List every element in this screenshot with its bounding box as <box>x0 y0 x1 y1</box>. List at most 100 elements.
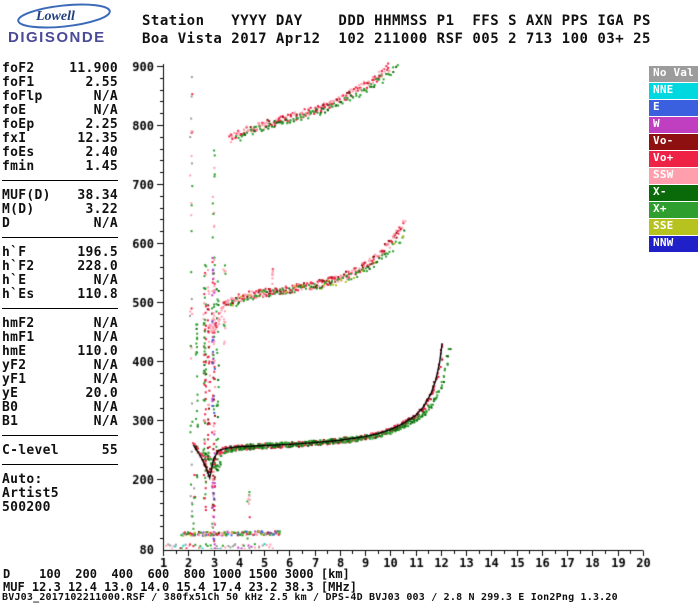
param-value: N/A <box>93 103 118 118</box>
param-row-mufd: MUF(D) 38.34 <box>2 188 118 203</box>
param-row-foep: foEp 2.25 <box>2 117 118 132</box>
param-label: h`F2 <box>2 259 35 274</box>
param-row-hf: h`F 196.5 <box>2 245 118 260</box>
header-line-2: Boa Vista 2017 Apr12 102 211000 RSF 005 … <box>142 31 651 47</box>
param-row-foflp: foFlp N/A <box>2 89 118 104</box>
param-label: hmE <box>2 344 27 359</box>
param-row-yf1: yF1 N/A <box>2 372 118 387</box>
param-label: B1 <box>2 414 19 429</box>
distance-row: D 100 200 400 600 800 1000 1500 3000 [km… <box>3 567 350 581</box>
param-label: 500200 <box>2 500 51 515</box>
logo-digisonde-text: DIGISONDE <box>8 29 106 46</box>
param-row-md: M(D) 3.22 <box>2 202 118 217</box>
param-row-hmf2: hmF2 N/A <box>2 316 118 331</box>
status-line: BVJ03_2017102211000.RSF / 380fx51Ch 50 k… <box>2 592 618 603</box>
param-label: M(D) <box>2 202 35 217</box>
param-value: N/A <box>93 358 118 373</box>
param-row-auto: Auto: <box>2 472 118 487</box>
param-row-b0: B0 N/A <box>2 400 118 415</box>
legend-item-ssw: SSW <box>649 168 698 184</box>
param-label: Artist5 <box>2 486 59 501</box>
panel-separator <box>2 435 118 436</box>
param-label: yF1 <box>2 372 27 387</box>
param-label: foFlp <box>2 89 43 104</box>
legend-item-x+: X+ <box>649 202 698 218</box>
param-value: 38.34 <box>77 188 118 203</box>
param-value: N/A <box>93 400 118 415</box>
param-label: C-level <box>2 443 59 458</box>
orbit-icon <box>17 3 111 29</box>
param-value: N/A <box>93 414 118 429</box>
param-value: N/A <box>93 273 118 288</box>
param-label: Auto: <box>2 472 43 487</box>
param-label: hmF2 <box>2 316 35 331</box>
header-line-1: Station YYYY DAY DDD HHMMSS P1 FFS S AXN… <box>142 13 651 29</box>
param-value: 55 <box>101 443 118 458</box>
panel-separator <box>2 308 118 309</box>
param-row-hf2: h`F2 228.0 <box>2 259 118 274</box>
param-row-artist5: Artist5 <box>2 486 118 501</box>
param-value: 2.55 <box>85 75 118 90</box>
param-value: 228.0 <box>77 259 118 274</box>
param-row-hes: h`Es 110.8 <box>2 287 118 302</box>
param-label: B0 <box>2 400 19 415</box>
legend-item-e: E <box>649 100 698 116</box>
lowell-digisonde-logo: Lowell DIGISONDE <box>6 3 136 49</box>
param-label: foF1 <box>2 75 35 90</box>
param-value: 12.35 <box>77 131 118 146</box>
legend-item-vo+: Vo+ <box>649 151 698 167</box>
param-row-clevel: C-level 55 <box>2 443 118 458</box>
param-row-500200: 500200 <box>2 500 118 515</box>
param-value: N/A <box>93 216 118 231</box>
echo-direction-legend: No Val NNE E W Vo- Vo+ SSW X- X+ SSE NNW <box>649 66 698 253</box>
param-row-hme: hmE 110.0 <box>2 344 118 359</box>
param-label: foEp <box>2 117 35 132</box>
param-label: yE <box>2 386 19 401</box>
param-value: 110.0 <box>77 344 118 359</box>
legend-item-nnw: NNW <box>649 236 698 252</box>
param-value: N/A <box>93 316 118 331</box>
parameters-panel: foF2 11.900 foF1 2.55 foFlp N/A foE N/A foEp 2.25… <box>2 61 118 515</box>
legend-item-vo-: Vo- <box>649 134 698 150</box>
param-label: h`Es <box>2 287 35 302</box>
param-label: foE <box>2 103 27 118</box>
param-label: D <box>2 216 11 231</box>
legend-item-w: W <box>649 117 698 133</box>
param-label: foF2 <box>2 61 35 76</box>
param-label: h`E <box>2 273 27 288</box>
param-label: fmin <box>2 159 35 174</box>
legend-item-sse: SSE <box>649 219 698 235</box>
param-value: N/A <box>93 372 118 387</box>
param-label: fxI <box>2 131 27 146</box>
param-row-d: D N/A <box>2 216 118 231</box>
panel-separator <box>2 237 118 238</box>
param-value: 2.25 <box>85 117 118 132</box>
param-value: 11.900 <box>69 61 118 76</box>
param-value: 20.0 <box>85 386 118 401</box>
param-row-hmf1: hmF1 N/A <box>2 330 118 345</box>
param-value: 2.40 <box>85 145 118 160</box>
param-row-foe: foE N/A <box>2 103 118 118</box>
param-label: MUF(D) <box>2 188 51 203</box>
legend-item-no-val: No Val <box>649 66 698 82</box>
param-label: yF2 <box>2 358 27 373</box>
param-row-fxi: fxI 12.35 <box>2 131 118 146</box>
muf-row: MUF 12.3 12.4 13.0 14.0 15.4 17.4 23.2 3… <box>3 580 358 594</box>
param-row-he: h`E N/A <box>2 273 118 288</box>
param-value: N/A <box>93 89 118 104</box>
param-label: hmF1 <box>2 330 35 345</box>
param-value: 110.8 <box>77 287 118 302</box>
param-row-ye: yE 20.0 <box>2 386 118 401</box>
param-value: 196.5 <box>77 245 118 260</box>
param-row-yf2: yF2 N/A <box>2 358 118 373</box>
panel-separator <box>2 180 118 181</box>
legend-item-x-: X- <box>649 185 698 201</box>
param-label: foEs <box>2 145 35 160</box>
param-row-fof2: foF2 11.900 <box>2 61 118 76</box>
param-row-foes: foEs 2.40 <box>2 145 118 160</box>
param-row-b1: B1 N/A <box>2 414 118 429</box>
legend-item-nne: NNE <box>649 83 698 99</box>
param-value: 1.45 <box>85 159 118 174</box>
